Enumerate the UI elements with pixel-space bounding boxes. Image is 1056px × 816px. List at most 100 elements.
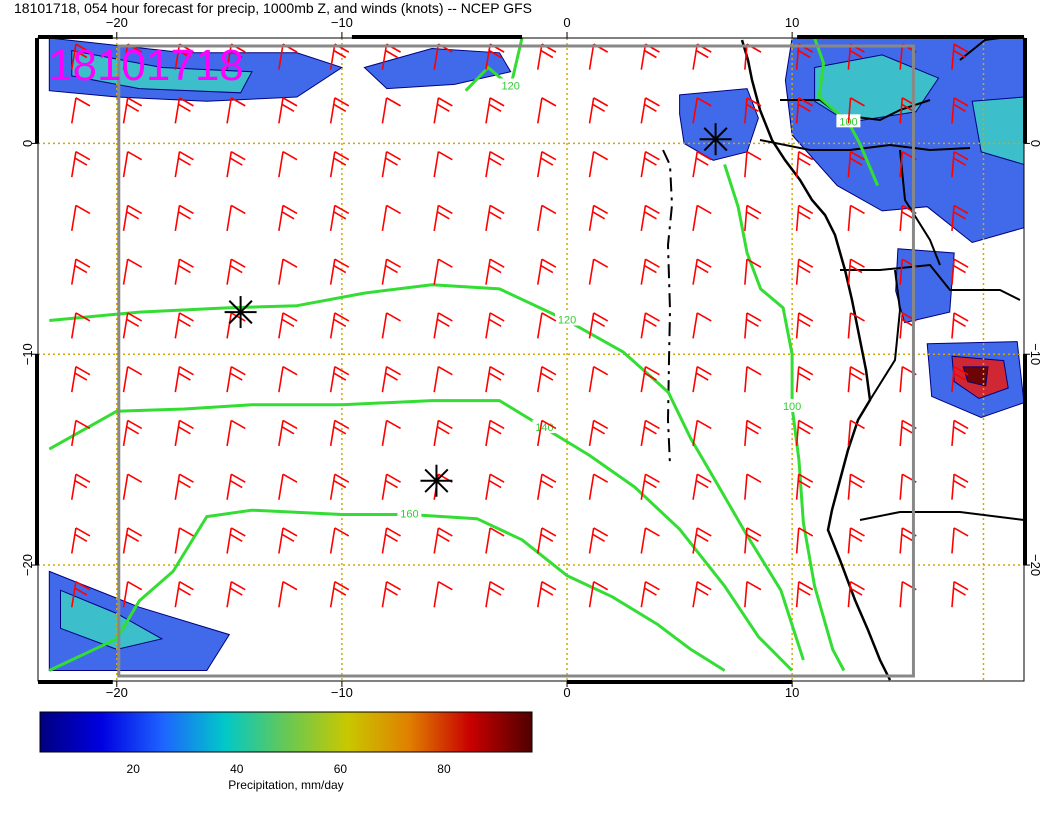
wind-barb (278, 419, 298, 447)
wind-barb (847, 258, 865, 285)
pressure-center-marker (699, 123, 732, 156)
wind-barb (381, 581, 401, 608)
wind-barb (485, 258, 505, 285)
height-contour (48, 399, 794, 672)
wind-barb (278, 473, 298, 500)
wind-barb (795, 204, 814, 231)
wind-barb (485, 473, 505, 500)
wind-barb (640, 473, 660, 500)
wind-barb (226, 258, 246, 285)
wind-barb (70, 312, 91, 339)
wind-barb (744, 258, 762, 285)
wind-barb (122, 258, 143, 285)
wind-barb (122, 150, 143, 178)
wind-barb (70, 581, 91, 608)
contour-label-bg (397, 506, 422, 520)
pressure-centers (224, 123, 732, 497)
height-contour (723, 164, 846, 672)
lon-tick-label-bottom: 0 (563, 685, 570, 700)
lon-tick-label-bottom: −20 (106, 685, 128, 700)
wind-barb (70, 473, 91, 500)
lon-tick-label-top: −10 (331, 15, 353, 30)
wind-barb (70, 419, 91, 447)
wind-barb (588, 204, 609, 232)
wind-barb (795, 258, 814, 285)
wind-barb (174, 150, 194, 178)
wind-barb (226, 97, 246, 124)
wind-barb (70, 527, 91, 554)
wind-barb (381, 97, 401, 124)
wind-barb (433, 365, 453, 393)
wind-barb (588, 581, 609, 608)
contour-label-bg (555, 312, 580, 326)
wind-barb (588, 150, 609, 178)
wind-barb (795, 312, 814, 339)
wind-barb (692, 97, 712, 124)
wind-barb (381, 473, 401, 500)
height-contour (48, 508, 726, 672)
wind-barb (692, 527, 712, 554)
coastline-layer (662, 38, 1024, 681)
wind-barb (847, 527, 865, 554)
wind-barb (485, 312, 505, 339)
wind-barb (433, 204, 453, 232)
wind-barb (329, 204, 350, 232)
country-border (759, 139, 971, 152)
wind-barb (174, 527, 194, 554)
wind-barb (536, 419, 557, 447)
contour-label: 140 (535, 422, 553, 434)
wind-barb (381, 419, 401, 447)
wind-barb (640, 204, 660, 232)
wind-barb (588, 473, 609, 500)
wind-barb (795, 527, 814, 554)
wind-barb (226, 150, 246, 178)
wind-barb (692, 258, 712, 285)
wind-barb (70, 43, 91, 70)
wind-barb (847, 473, 865, 500)
precip-area (971, 96, 1024, 166)
inner-frame (117, 44, 915, 678)
wind-barb (847, 365, 865, 393)
date-label: 18101718 (48, 41, 244, 90)
wind-barb (381, 204, 401, 232)
wind-barb (485, 581, 505, 608)
wind-barb (278, 312, 298, 339)
wind-barb (951, 473, 969, 500)
colorbar-label: Precipitation, mm/day (228, 778, 343, 792)
wind-barb (485, 150, 505, 178)
wind-barb (951, 204, 969, 231)
wind-barb (744, 527, 762, 554)
wind-barb (640, 258, 660, 285)
wind-barb (226, 365, 246, 393)
wind-barb (588, 258, 609, 285)
lon-tick-label-top: 0 (563, 15, 570, 30)
wind-barb (847, 204, 865, 231)
wind-barb (640, 527, 660, 554)
wind-barb (70, 97, 91, 124)
wind-barb (536, 204, 557, 232)
wind-barb (329, 258, 350, 285)
lat-tick-label-right: 0 (1028, 140, 1043, 147)
wind-barb (278, 204, 298, 232)
wind-barb (640, 97, 660, 124)
precip-area (363, 47, 512, 90)
wind-barb (278, 365, 298, 393)
wind-barb (485, 204, 505, 232)
wind-barb (381, 312, 401, 339)
wind-barb (588, 527, 609, 554)
wind-barb (951, 150, 969, 178)
wind-barb (744, 204, 762, 231)
wind-barb (329, 473, 350, 500)
colorbar-tick-label: 80 (437, 762, 451, 776)
height-contour (813, 38, 880, 187)
chart-title: 18101718, 054 hour forecast for precip, … (14, 0, 532, 16)
wind-barb (795, 365, 814, 393)
wind-barb (640, 419, 660, 447)
height-contours: 120140160100120100 (48, 38, 880, 672)
wind-barb (122, 365, 143, 393)
wind-barb (433, 527, 453, 554)
wind-barb (70, 258, 91, 285)
wind-barbs (70, 43, 969, 608)
colorbar-ticks: 20 40 60 80 (127, 762, 451, 776)
